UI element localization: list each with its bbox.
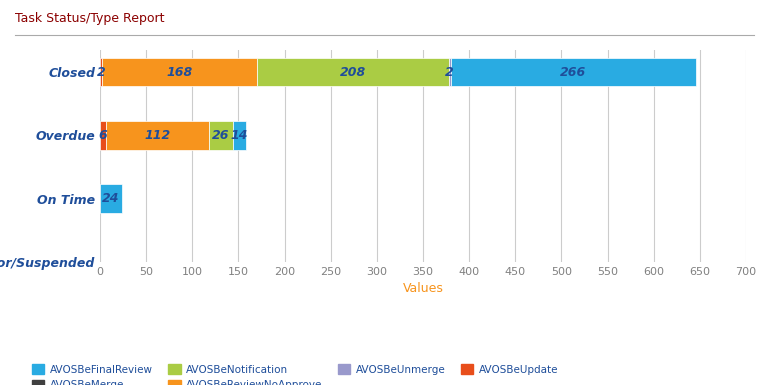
Bar [102,58,257,86]
Text: 112: 112 [144,129,170,142]
Text: 2: 2 [445,65,454,79]
Bar [105,121,209,149]
Text: 168: 168 [166,65,192,79]
Text: 6: 6 [98,129,107,142]
Text: 266: 266 [561,65,587,79]
Bar [257,58,449,86]
Text: 208: 208 [340,65,366,79]
Legend: AVOSBeFinalReview, AVOSBeMerge, AVOSBeNotification, AVOSBeReviewNoApprove, AVOSB: AVOSBeFinalReview, AVOSBeMerge, AVOSBeNo… [28,360,562,385]
Bar [233,121,246,149]
Text: 2: 2 [97,65,105,79]
Bar [449,58,451,86]
Bar [100,184,122,213]
Text: 14: 14 [231,129,248,142]
Text: 24: 24 [102,192,120,205]
Bar [100,121,105,149]
Bar [100,58,102,86]
Text: 26: 26 [212,129,230,142]
X-axis label: Values: Values [402,282,444,295]
Bar [451,58,696,86]
Text: Task Status/Type Report: Task Status/Type Report [15,12,165,25]
Bar [209,121,233,149]
